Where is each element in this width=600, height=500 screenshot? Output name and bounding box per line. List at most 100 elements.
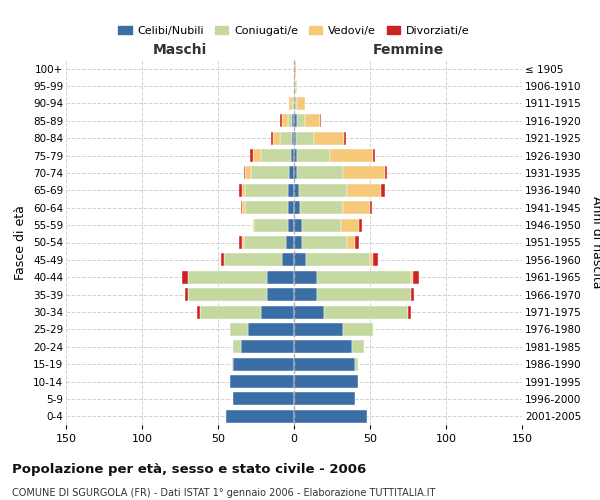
Bar <box>352 340 364 353</box>
Bar <box>370 201 371 214</box>
Bar <box>373 149 374 162</box>
Bar <box>233 358 294 370</box>
Bar <box>294 270 317 284</box>
Bar <box>294 340 352 353</box>
Bar <box>232 358 233 370</box>
Bar <box>245 184 288 197</box>
Bar <box>280 132 292 144</box>
Bar <box>241 201 242 214</box>
Bar <box>248 323 294 336</box>
Bar <box>385 166 387 179</box>
Bar <box>288 114 292 128</box>
Bar <box>239 236 242 249</box>
Bar <box>294 114 297 128</box>
Bar <box>242 236 244 249</box>
Text: Maschi: Maschi <box>153 42 207 56</box>
Bar <box>380 184 385 197</box>
Bar <box>294 375 358 388</box>
Bar <box>260 306 294 318</box>
Bar <box>347 184 380 197</box>
Bar <box>343 323 373 336</box>
Bar <box>294 236 302 249</box>
Bar <box>260 149 291 162</box>
Bar <box>230 323 248 336</box>
Bar <box>288 218 294 232</box>
Bar <box>294 254 306 266</box>
Bar <box>292 114 294 128</box>
Bar <box>282 114 288 128</box>
Bar <box>320 114 322 128</box>
Bar <box>411 270 413 284</box>
Bar <box>200 306 260 318</box>
Bar <box>188 270 266 284</box>
Bar <box>294 62 296 75</box>
Bar <box>266 270 294 284</box>
Bar <box>294 149 297 162</box>
Bar <box>245 201 288 214</box>
Bar <box>185 288 188 301</box>
Bar <box>359 218 362 232</box>
Bar <box>292 97 294 110</box>
Bar <box>343 166 385 179</box>
Bar <box>289 97 292 110</box>
Bar <box>291 149 294 162</box>
Bar <box>317 270 411 284</box>
Bar <box>244 236 286 249</box>
Bar <box>373 254 377 266</box>
Bar <box>294 288 317 301</box>
Bar <box>294 166 297 179</box>
Bar <box>300 201 343 214</box>
Bar <box>294 201 300 214</box>
Y-axis label: Fasce di età: Fasce di età <box>14 205 28 280</box>
Bar <box>296 132 314 144</box>
Text: Femmine: Femmine <box>373 42 443 56</box>
Bar <box>253 218 254 232</box>
Bar <box>251 166 289 179</box>
Bar <box>294 323 343 336</box>
Bar <box>282 254 294 266</box>
Bar <box>221 254 224 266</box>
Text: Popolazione per età, sesso e stato civile - 2006: Popolazione per età, sesso e stato civil… <box>12 462 366 475</box>
Bar <box>297 97 305 110</box>
Bar <box>355 236 359 249</box>
Bar <box>188 288 266 301</box>
Bar <box>233 340 241 353</box>
Bar <box>289 166 294 179</box>
Bar <box>408 306 411 318</box>
Bar <box>233 392 294 406</box>
Bar <box>347 236 355 249</box>
Bar <box>226 410 294 423</box>
Bar <box>288 201 294 214</box>
Bar <box>299 184 347 197</box>
Bar <box>242 201 245 214</box>
Bar <box>241 340 294 353</box>
Bar <box>244 166 245 179</box>
Bar <box>297 114 305 128</box>
Bar <box>245 166 251 179</box>
Bar <box>297 166 343 179</box>
Bar <box>294 97 297 110</box>
Bar <box>325 306 408 318</box>
Bar <box>253 149 260 162</box>
Bar <box>343 201 370 214</box>
Bar <box>271 132 273 144</box>
Bar <box>242 184 245 197</box>
Bar <box>266 288 294 301</box>
Bar <box>294 80 296 92</box>
Bar <box>273 132 280 144</box>
Bar <box>239 184 242 197</box>
Text: COMUNE DI SGURGOLA (FR) - Dati ISTAT 1° gennaio 2006 - Elaborazione TUTTITALIA.I: COMUNE DI SGURGOLA (FR) - Dati ISTAT 1° … <box>12 488 436 498</box>
Legend: Celibi/Nubili, Coniugati/e, Vedovi/e, Divorziati/e: Celibi/Nubili, Coniugati/e, Vedovi/e, Di… <box>114 22 474 40</box>
Bar <box>317 288 411 301</box>
Bar <box>294 358 355 370</box>
Bar <box>197 306 200 318</box>
Bar <box>294 392 355 406</box>
Bar <box>286 236 294 249</box>
Bar <box>280 114 282 128</box>
Bar <box>294 410 367 423</box>
Bar <box>341 218 359 232</box>
Bar <box>230 375 294 388</box>
Bar <box>288 184 294 197</box>
Bar <box>314 132 344 144</box>
Bar <box>294 132 296 144</box>
